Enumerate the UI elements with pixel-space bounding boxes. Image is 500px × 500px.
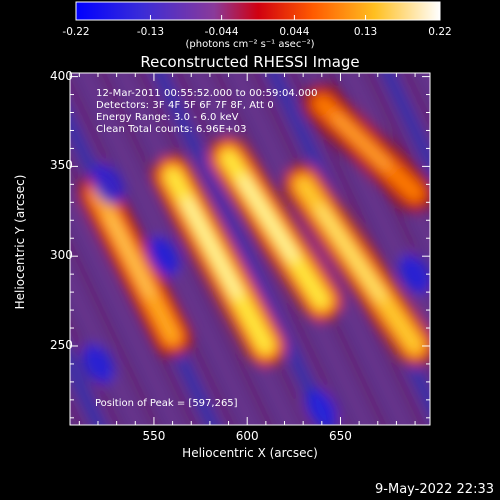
axis-ticks — [70, 73, 430, 425]
ridge-peak — [239, 175, 298, 262]
colorbar-tickmarks — [75, 15, 441, 20]
colorbar-units: (photons cm⁻² s⁻¹ asec⁻²) — [185, 39, 315, 50]
background-band — [476, 60, 500, 440]
background-band — [496, 60, 500, 440]
background-band — [175, 73, 348, 425]
y-tick-label: 350 — [50, 158, 73, 173]
colorbar-tick-label: 0.22 — [428, 26, 452, 38]
x-tick-label: 600 — [235, 429, 259, 443]
colorbar-tick-label: 0.13 — [353, 26, 378, 38]
y-tick-label: 250 — [50, 337, 73, 352]
plot-frame — [69, 72, 431, 426]
background-band — [70, 352, 105, 425]
low-flux-spot — [90, 164, 124, 205]
info-clean: Clean Total counts: 6.96E+03 — [96, 124, 247, 135]
plot-date: 9-May-2022 22:33 — [375, 482, 494, 497]
background-band — [70, 272, 143, 425]
x-axis-label: Heliocentric X (arcsec) — [182, 446, 318, 460]
background-band — [344, 73, 430, 254]
background-band — [70, 191, 181, 425]
info-energy: Energy Range: 3.0 - 6.0 keV — [96, 112, 239, 123]
colorbar-tick-label: -0.13 — [136, 26, 165, 38]
background-band — [70, 239, 158, 425]
ridge-peak — [316, 205, 386, 301]
y-tick-label: 400 — [50, 68, 73, 83]
info-time: 12-Mar-2011 00:55:52.000 to 00:59:04.000 — [96, 88, 318, 99]
y-tick-label: 300 — [50, 248, 73, 263]
ridge-peak — [105, 211, 154, 298]
x-tick-label: 650 — [329, 429, 352, 443]
background-band — [230, 73, 409, 425]
chart-title: Reconstructed RHESSI Image — [140, 53, 360, 71]
background-band — [382, 73, 430, 174]
x-tick-label: 550 — [142, 429, 166, 443]
background-band — [154, 73, 333, 425]
peak-position-label: Position of Peak = [597,265] — [95, 398, 238, 409]
background-band — [458, 60, 500, 440]
low-flux-spot — [81, 343, 115, 385]
heatmap-image — [0, 60, 500, 440]
background-band — [0, 60, 10, 440]
ridge-peak — [332, 113, 391, 170]
colorbar-tick-label: 0.044 — [279, 26, 310, 38]
low-flux-spot — [146, 235, 180, 277]
y-axis-label: Heliocentric Y (arcsec) — [13, 174, 27, 310]
info-detectors: Detectors: 3F 4F 5F 6F 7F 8F, Att 0 — [96, 100, 274, 111]
low-flux-spot — [398, 253, 430, 295]
low-flux-spot — [305, 388, 339, 425]
background-band — [438, 60, 500, 440]
background-band — [365, 73, 430, 210]
background-band — [420, 73, 430, 93]
ridge-peak — [183, 197, 242, 299]
colorbar-tick-label: -0.22 — [62, 26, 90, 38]
background-band — [99, 73, 272, 425]
colorbar-tick-label: -0.044 — [204, 26, 239, 38]
colorbar — [75, 1, 441, 21]
